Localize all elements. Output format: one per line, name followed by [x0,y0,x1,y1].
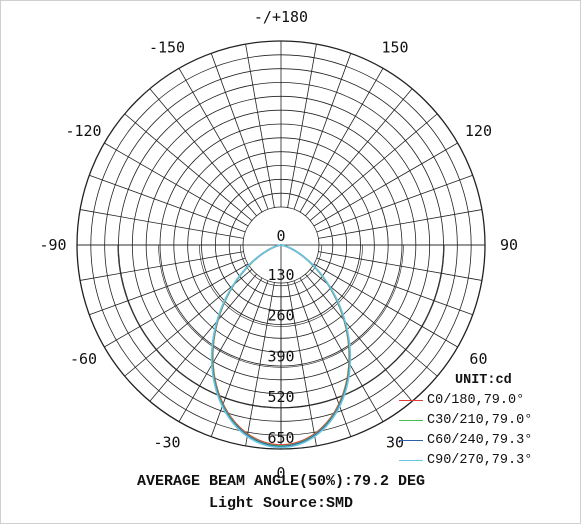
grid-spoke [313,142,458,227]
light-source-caption: Light Source:SMD [208,495,354,512]
grid-spoke [89,174,246,233]
intensity-curves [210,244,352,449]
legend-swatch [399,459,423,461]
grid-spoke [309,113,438,221]
angle-label: 120 [465,122,492,140]
polar-grid [76,40,486,450]
angle-label: 150 [381,39,408,57]
grid-spoke [89,257,246,316]
grid-spoke [210,280,269,437]
grid-spoke [124,113,253,221]
grid-spoke [149,273,257,402]
angle-label: 0 [276,464,285,482]
grid-spoke [309,269,438,377]
grid-spoke [80,251,244,281]
grid-spoke [210,53,269,210]
radial-tick-labels: 0 130 260 390 520 650 [267,227,294,447]
radial-scale-ring [199,244,363,327]
radial-scale-ring [76,244,486,450]
grid-spoke [318,209,482,239]
grid-spoke [293,53,352,210]
grid-spoke [287,282,317,446]
grid-spoke [178,277,263,422]
grid-spoke [316,174,473,233]
series-curve [210,244,352,449]
angle-label: -120 [65,122,101,140]
radial-tick-label: 130 [267,266,294,284]
legend-label: C90/270,79.3° [427,452,533,468]
radial-scale-ring [239,244,323,287]
legend-label: C0/180,79.0° [427,392,525,408]
grid-spoke [104,142,249,227]
angle-label: -/+180 [254,8,308,26]
angle-labels: -/+180 150 120 90 60 30 0 -30 -60 -90 -120 -150 [39,8,518,482]
grid-spoke [287,44,317,208]
legend-swatch [399,399,423,401]
grid-spoke [313,263,458,348]
beam-angle-caption: AVERAGE BEAM ANGLE(50%):79.2 DEG [136,473,426,490]
radial-scale-ring [158,244,404,368]
radial-scale-ring [117,244,445,409]
grid-spoke [124,269,253,377]
angle-label: 90 [500,236,518,254]
legend-rows: C0/180,79.0° C30/210,79.0° C60/240,79.3° C9… [399,390,577,470]
grid-spoke [245,44,275,208]
grid-spoke [245,282,275,446]
radial-tick-label: 390 [267,347,294,365]
grid-spoke [305,273,413,402]
legend-swatch [399,419,423,421]
legend-swatch [399,439,423,441]
grid-spoke [293,280,352,437]
grid-spoke [299,277,384,422]
radial-tick-label: 520 [267,388,294,406]
angle-label: -60 [70,350,97,368]
grid-spoke [80,209,244,239]
legend-item: C30/210,79.0° [399,410,577,430]
radial-tick-label: 260 [267,307,294,325]
grid-spoke [299,68,384,213]
angle-label: 60 [469,350,487,368]
unit-label: UNIT:cd [455,373,512,388]
legend-item: C90/270,79.3° [399,450,577,470]
grid-spoke [316,257,473,316]
legend: UNIT:cd C0/180,79.0° C30/210,79.0° C60/240… [399,373,577,470]
angle-label: -90 [39,236,66,254]
angle-label: 30 [386,433,404,451]
angle-label: -150 [149,39,185,57]
legend-label: C60/240,79.3° [427,432,533,448]
legend-item: C60/240,79.3° [399,430,577,450]
grid-spoke [305,88,413,217]
grid-spoke [178,68,263,213]
grid-spoke [318,251,482,281]
grid-spoke [149,88,257,217]
legend-label: C30/210,79.0° [427,412,533,428]
radial-tick-label: 650 [267,429,294,447]
radial-tick-label: 0 [276,227,285,245]
grid-spoke [104,263,249,348]
angle-label: -30 [153,433,180,451]
legend-item: C0/180,79.0° [399,390,577,410]
